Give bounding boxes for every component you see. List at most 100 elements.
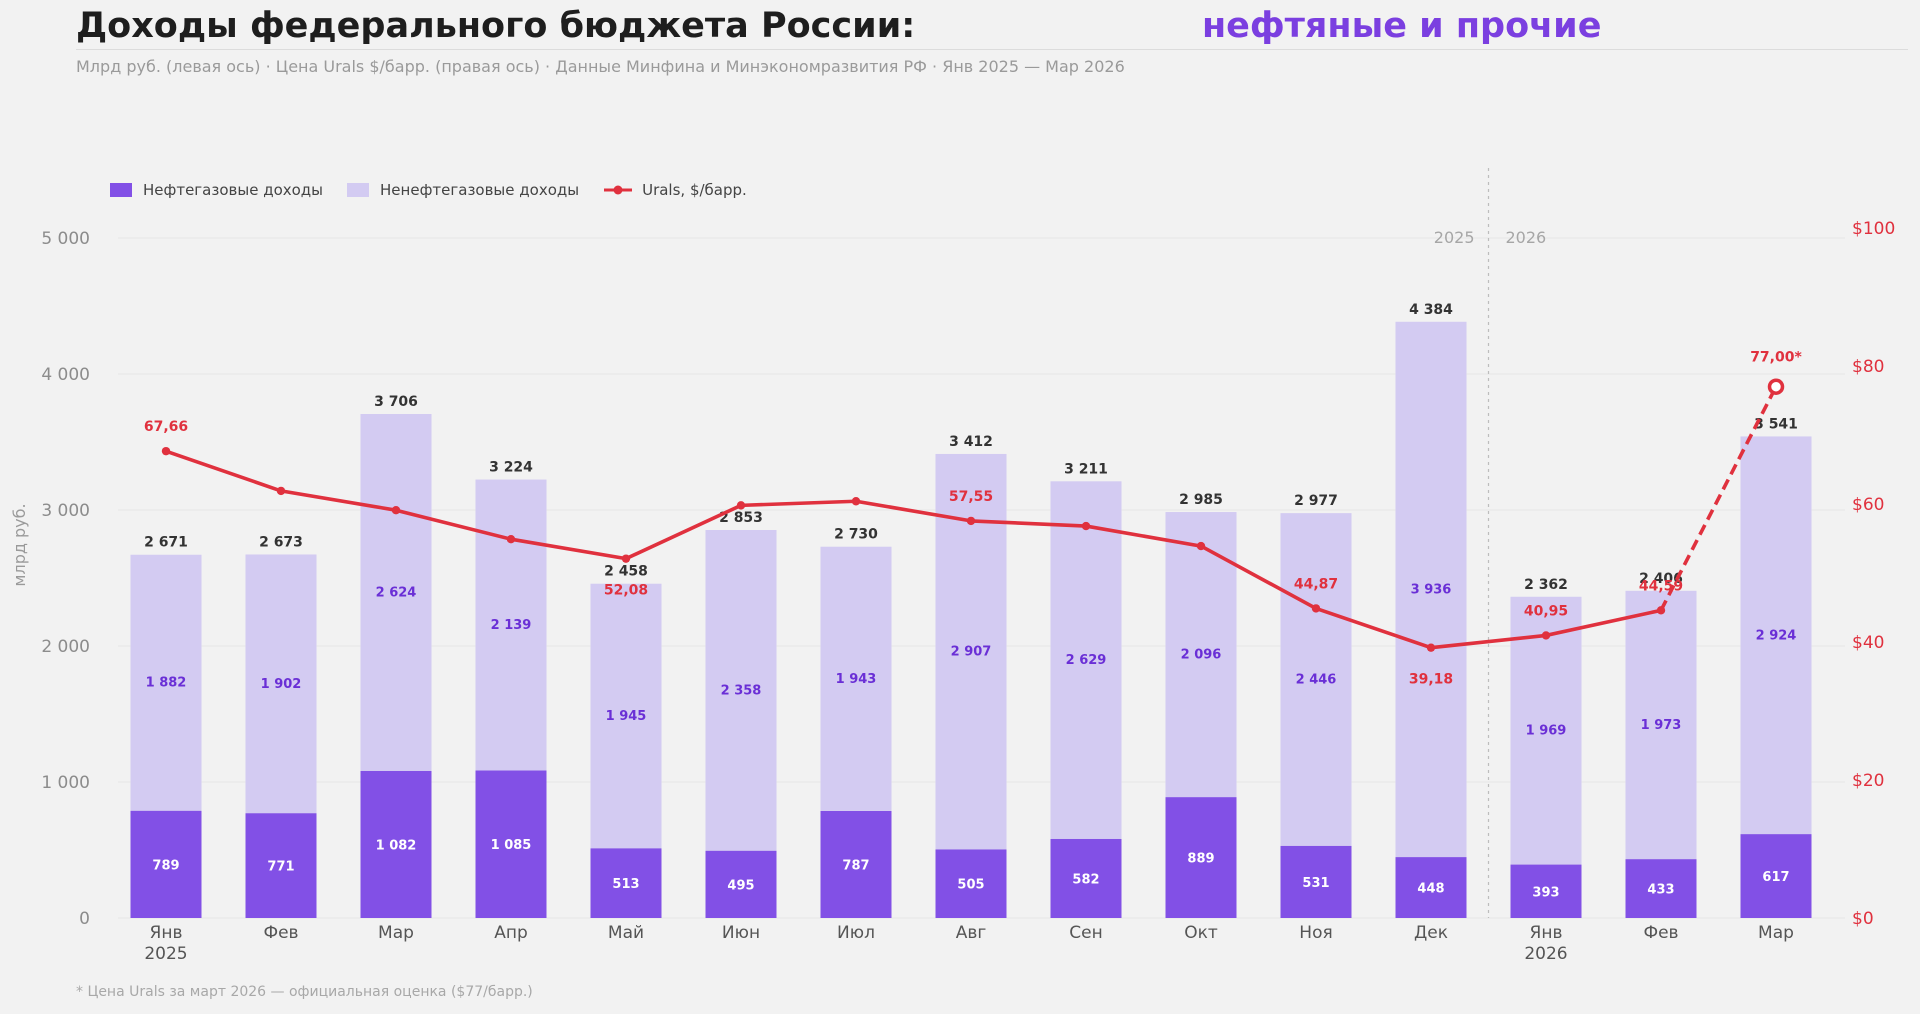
bar-oil-label: 771 <box>267 860 294 875</box>
bar-nonoil <box>705 529 777 851</box>
urals-point <box>1196 541 1206 551</box>
x-tick-year-label: 2026 <box>1524 944 1567 964</box>
bar-nonoil <box>1395 321 1467 858</box>
chart-title: Доходы федерального бюджета России: <box>76 6 916 46</box>
legend-item-nonoil: Ненефтегазовые доходы <box>347 181 579 199</box>
bar-total-label: 2 362 <box>1524 577 1568 593</box>
x-tick-label: Ноя <box>1299 923 1332 943</box>
footnote: * Цена Urals за март 2026 — официальная … <box>76 984 533 1000</box>
urals-value-label: 39,18 <box>1409 672 1453 688</box>
x-tick-label: Июн <box>722 923 760 943</box>
urals-line-estimate <box>1659 385 1778 612</box>
y-tick-label: 3 000 <box>41 501 90 521</box>
legend-item-urals: Urals, $/барр. <box>603 181 747 199</box>
y2-tick-label: $60 <box>1852 495 1884 515</box>
chart-title-accent: нефтяные и прочие <box>1202 6 1602 46</box>
bar-oil-label: 789 <box>152 858 179 873</box>
urals-point <box>161 446 171 456</box>
bar-oil <box>1050 838 1122 918</box>
bar-total-label: 3 541 <box>1754 416 1798 432</box>
x-tick-label: Янв <box>1530 923 1563 943</box>
x-tick-label: Фев <box>263 923 298 943</box>
bar-nonoil-label: 1 973 <box>1641 718 1682 733</box>
bar-nonoil <box>1740 436 1812 835</box>
x-tick-label: Мар <box>378 923 414 943</box>
bar-nonoil <box>245 554 317 814</box>
bar-oil <box>820 810 892 918</box>
bar-nonoil-label: 1 969 <box>1526 724 1567 739</box>
bar-total-label: 3 706 <box>374 394 418 410</box>
urals-value-label: 67,66 <box>144 419 188 435</box>
bar-total-label: 3 412 <box>949 434 993 450</box>
bar-total-label: 2 985 <box>1179 492 1223 508</box>
bar-nonoil-label: 2 358 <box>721 683 762 698</box>
bar-nonoil-label: 2 624 <box>376 585 417 600</box>
bar-nonoil-label: 1 945 <box>606 709 647 724</box>
urals-value-label: 77,00* <box>1750 350 1802 366</box>
x-tick-label: Дек <box>1414 923 1448 943</box>
bar-nonoil-label: 1 902 <box>261 677 302 692</box>
x-tick-label: Май <box>608 923 644 943</box>
bar-total-label: 2 673 <box>259 534 303 550</box>
x-tick-label: Сен <box>1069 923 1102 943</box>
urals-point <box>1081 521 1091 531</box>
urals-point <box>1311 604 1321 613</box>
bar-oil <box>1510 864 1582 918</box>
legend-label-urals: Urals, $/барр. <box>642 181 747 199</box>
legend-line-urals-icon <box>604 185 633 195</box>
bar-oil <box>1280 845 1352 918</box>
bar-oil-label: 582 <box>1072 872 1099 887</box>
bar-nonoil <box>1050 481 1122 839</box>
bar-oil <box>130 810 202 918</box>
urals-value-label: 57,55 <box>949 489 993 505</box>
y2-tick-label: $100 <box>1852 219 1895 239</box>
urals-value-label: 44,87 <box>1294 576 1338 592</box>
urals-value-label: 44,59 <box>1639 578 1683 594</box>
y-axis-label: млрд руб. <box>10 503 29 586</box>
bar-oil-label: 393 <box>1532 885 1559 900</box>
urals-point <box>621 554 631 563</box>
urals-point <box>1426 643 1436 652</box>
y2-tick-label: $0 <box>1852 909 1874 929</box>
bar-total-label: 2 458 <box>604 564 648 580</box>
bar-nonoil <box>590 583 662 849</box>
bar-nonoil <box>360 413 432 771</box>
bar-nonoil <box>1510 596 1582 865</box>
x-tick-label: Окт <box>1184 923 1218 943</box>
bar-oil <box>1740 834 1812 918</box>
bar-oil-label: 1 085 <box>491 838 532 853</box>
urals-point <box>736 501 746 510</box>
bar-nonoil <box>1280 513 1352 846</box>
urals-value-label: 52,08 <box>604 583 648 599</box>
bar-nonoil <box>1625 590 1697 860</box>
bar-oil <box>590 848 662 918</box>
bar-nonoil-label: 2 907 <box>951 645 992 660</box>
x-tick-label: Мар <box>1758 923 1794 943</box>
bar-oil-label: 448 <box>1417 882 1444 897</box>
legend-swatch-oil <box>110 183 132 197</box>
year-mark: 2025 <box>1434 228 1475 247</box>
urals-point <box>966 516 976 526</box>
bar-oil <box>245 813 317 918</box>
title-divider <box>76 49 1908 50</box>
bar-nonoil-label: 2 096 <box>1181 648 1222 663</box>
bar-total-label: 2 406 <box>1639 571 1683 587</box>
bar-nonoil-label: 3 936 <box>1411 582 1452 597</box>
bar-oil <box>360 770 432 918</box>
legend-item-oil: Нефтегазовые доходы <box>110 181 323 199</box>
bar-nonoil-label: 2 139 <box>491 618 532 633</box>
bar-oil-label: 495 <box>727 878 754 893</box>
bar-oil-label: 617 <box>1762 870 1789 885</box>
x-tick-label: Апр <box>494 923 528 943</box>
bar-oil <box>475 770 547 918</box>
urals-point <box>391 506 401 515</box>
x-tick-year-label: 2025 <box>144 944 187 964</box>
x-tick-label: Фев <box>1643 923 1678 943</box>
bar-nonoil-label: 2 924 <box>1756 628 1797 643</box>
bar-oil-label: 513 <box>612 877 639 892</box>
bar-total-label: 2 730 <box>834 527 878 543</box>
urals-point <box>506 534 516 544</box>
urals-line <box>165 449 1662 650</box>
urals-point <box>1656 606 1666 615</box>
bar-oil-label: 433 <box>1647 883 1674 898</box>
